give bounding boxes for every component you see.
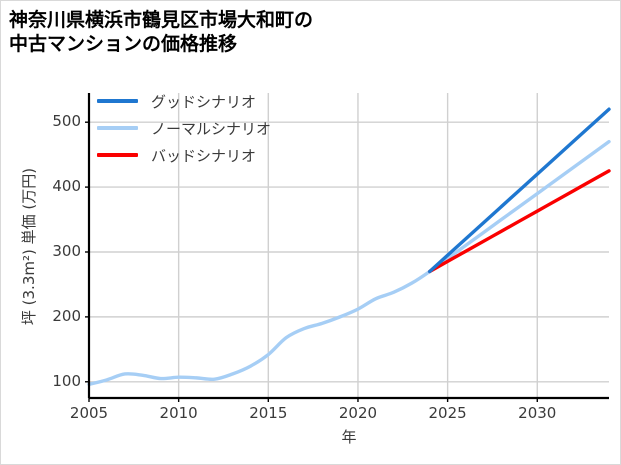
x-tick-label: 2005 bbox=[69, 404, 109, 422]
x-axis-label: 年 bbox=[341, 428, 357, 446]
series-line bbox=[427, 107, 611, 274]
legend-color-swatch bbox=[97, 126, 138, 130]
legend-item[interactable]: ノーマルシナリオ bbox=[97, 117, 271, 139]
y-tick-label: 400 bbox=[52, 177, 81, 196]
tick-marks bbox=[85, 121, 538, 402]
legend-label: ノーマルシナリオ bbox=[151, 119, 272, 138]
x-tick-label: 2015 bbox=[249, 404, 288, 422]
x-tick-label: 2025 bbox=[428, 404, 467, 422]
legend-color-swatch bbox=[97, 153, 138, 157]
y-gridlines bbox=[89, 121, 609, 383]
y-tick-label: 300 bbox=[52, 241, 81, 260]
y-tick-label: 200 bbox=[52, 306, 81, 325]
x-tick-label: 2020 bbox=[338, 404, 378, 422]
y-tick-label: 500 bbox=[52, 112, 81, 131]
series-lines bbox=[87, 107, 611, 387]
chart-title: 神奈川県横浜市鶴見区市場大和町の 中古マンションの価格推移 bbox=[9, 9, 314, 55]
legend-item[interactable]: バッドシナリオ bbox=[97, 144, 256, 166]
legend-label: バッドシナリオ bbox=[151, 146, 257, 165]
x-tick-label: 2010 bbox=[159, 404, 198, 422]
legend-color-swatch bbox=[97, 99, 138, 103]
series-line bbox=[427, 169, 611, 274]
legend-item[interactable]: グッドシナリオ bbox=[97, 90, 256, 112]
series-line bbox=[87, 139, 611, 387]
y-axis-label: 坪 (3.3m²) 単価 (万円) bbox=[19, 167, 38, 325]
x-tick-label: 2030 bbox=[518, 404, 557, 422]
y-tick-label: 100 bbox=[52, 371, 81, 390]
x-gridlines bbox=[177, 93, 538, 398]
legend-label: グッドシナリオ bbox=[151, 92, 257, 111]
